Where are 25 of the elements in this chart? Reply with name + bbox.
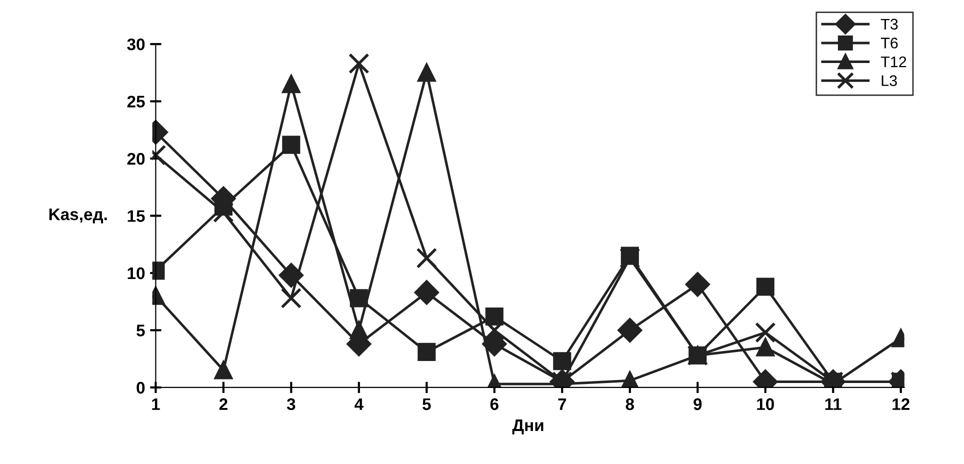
legend-label: L3 — [882, 75, 897, 86]
y-tick-label: 25 — [127, 96, 145, 108]
legend-label: T3 — [880, 18, 898, 30]
x-tick-label: 6 — [490, 398, 498, 410]
legend-label: T12 — [880, 56, 906, 68]
x-tick-label: 10 — [757, 398, 774, 410]
y-tick-label: 5 — [136, 324, 145, 336]
x-axis-title: Дни — [512, 420, 544, 434]
y-tick-label: 15 — [128, 210, 145, 222]
x-tick-label: 7 — [558, 398, 566, 410]
y-axis-title: Kas,ед. — [49, 208, 107, 224]
x-tick-label: 2 — [219, 398, 228, 410]
x-tick-label: 4 — [354, 398, 364, 410]
x-tick-label: 9 — [694, 398, 702, 410]
x-tick-label: 1 — [152, 398, 160, 410]
x-tick-label: 5 — [422, 398, 431, 410]
x-tick-label: 3 — [286, 398, 296, 410]
y-tick-label: 20 — [127, 152, 145, 165]
y-tick-label: 0 — [136, 382, 145, 394]
x-tick-label: 11 — [825, 398, 842, 410]
x-tick-label: 12 — [892, 398, 910, 410]
y-tick-label: 10 — [128, 267, 145, 280]
y-tick-label: 30 — [127, 38, 145, 50]
legend-label: T6 — [880, 38, 898, 48]
x-tick-label: 8 — [626, 398, 634, 410]
